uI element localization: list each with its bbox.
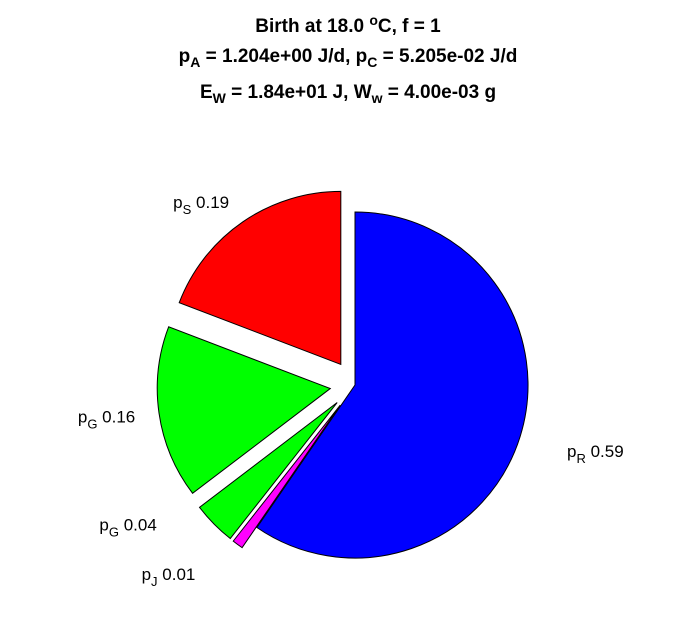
slice-label-1-name: p <box>142 565 151 584</box>
chart-title-line-2: pA = 1.204e+00 J/d, pC = 5.205e-02 J/d <box>178 46 518 70</box>
slice-label-4-value: 0.19 <box>191 193 229 212</box>
slice-label-0: pR 0.59 <box>567 442 624 466</box>
slice-label-0-value: 0.59 <box>586 442 624 461</box>
slice-label-2-name: p <box>99 516 108 535</box>
pie-slice-pr-0 <box>256 211 529 559</box>
pie-slice-pg-2 <box>198 402 338 540</box>
slice-label-3-value: 0.16 <box>97 408 135 427</box>
chart-title-line-1: Birth at 18.0 oC, f = 1 <box>255 12 441 37</box>
pie-slice-pg-3 <box>156 326 332 495</box>
slice-label-4-subscript: S <box>183 202 192 217</box>
slice-label-4-name: p <box>173 193 182 212</box>
slice-label-2-subscript: G <box>109 525 119 540</box>
slice-label-1: pJ 0.01 <box>142 565 196 589</box>
slice-label-0-subscript: R <box>576 451 585 466</box>
slice-label-1-subscript: J <box>151 574 158 589</box>
slice-label-2: pG 0.04 <box>99 516 156 540</box>
slice-label-4: pS 0.19 <box>173 193 229 217</box>
slice-label-3-name: p <box>78 408 87 427</box>
slice-label-3: pG 0.16 <box>78 408 135 432</box>
slice-label-2-value: 0.04 <box>119 516 157 535</box>
slice-label-0-name: p <box>567 442 576 461</box>
pie-slice-pj-1 <box>232 404 341 549</box>
pie-slice-ps-4 <box>178 190 342 366</box>
slice-label-3-subscript: G <box>87 417 97 432</box>
chart-title-line-3: EW = 1.84e+01 J, Ww = 4.00e-03 g <box>199 82 497 106</box>
slice-label-1-value: 0.01 <box>158 565 196 584</box>
